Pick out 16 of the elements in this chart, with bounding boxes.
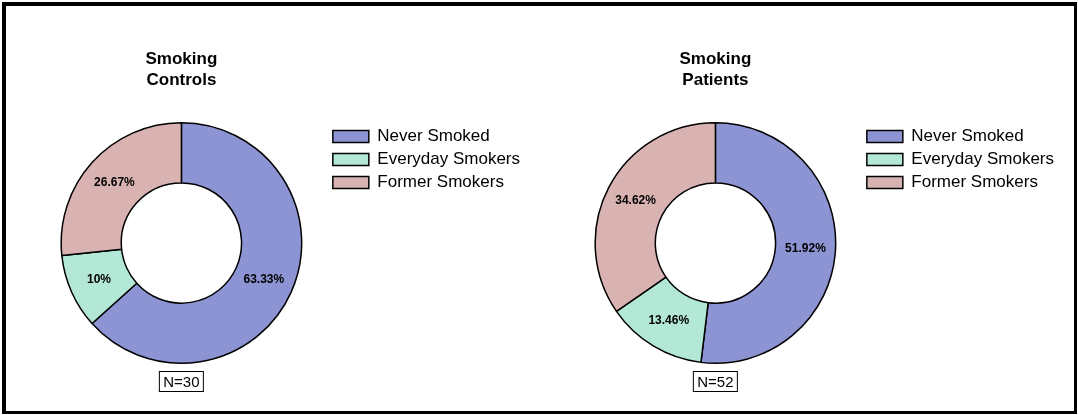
data-label: 13.46% (648, 312, 690, 327)
data-label: 26.67% (94, 174, 136, 189)
chart-title: Smoking Patients (679, 49, 752, 89)
data-label: 51.92% (785, 240, 827, 255)
text: N=30 (159, 371, 204, 393)
data-label: 10% (87, 272, 112, 287)
legend-label: Never Smoked (377, 126, 490, 146)
data-label: 34.62% (615, 193, 657, 208)
legend-label: Never Smoked (911, 126, 1024, 146)
text: N=52 (693, 371, 738, 393)
chart-title: Smoking Controls (145, 49, 218, 89)
legend-label: Everyday Smokers (911, 149, 1055, 169)
legend-label: Former Smokers (911, 172, 1038, 192)
legend-label: Former Smokers (377, 172, 504, 192)
data-label: 63.33% (243, 271, 285, 286)
legend-label: Everyday Smokers (377, 149, 521, 169)
